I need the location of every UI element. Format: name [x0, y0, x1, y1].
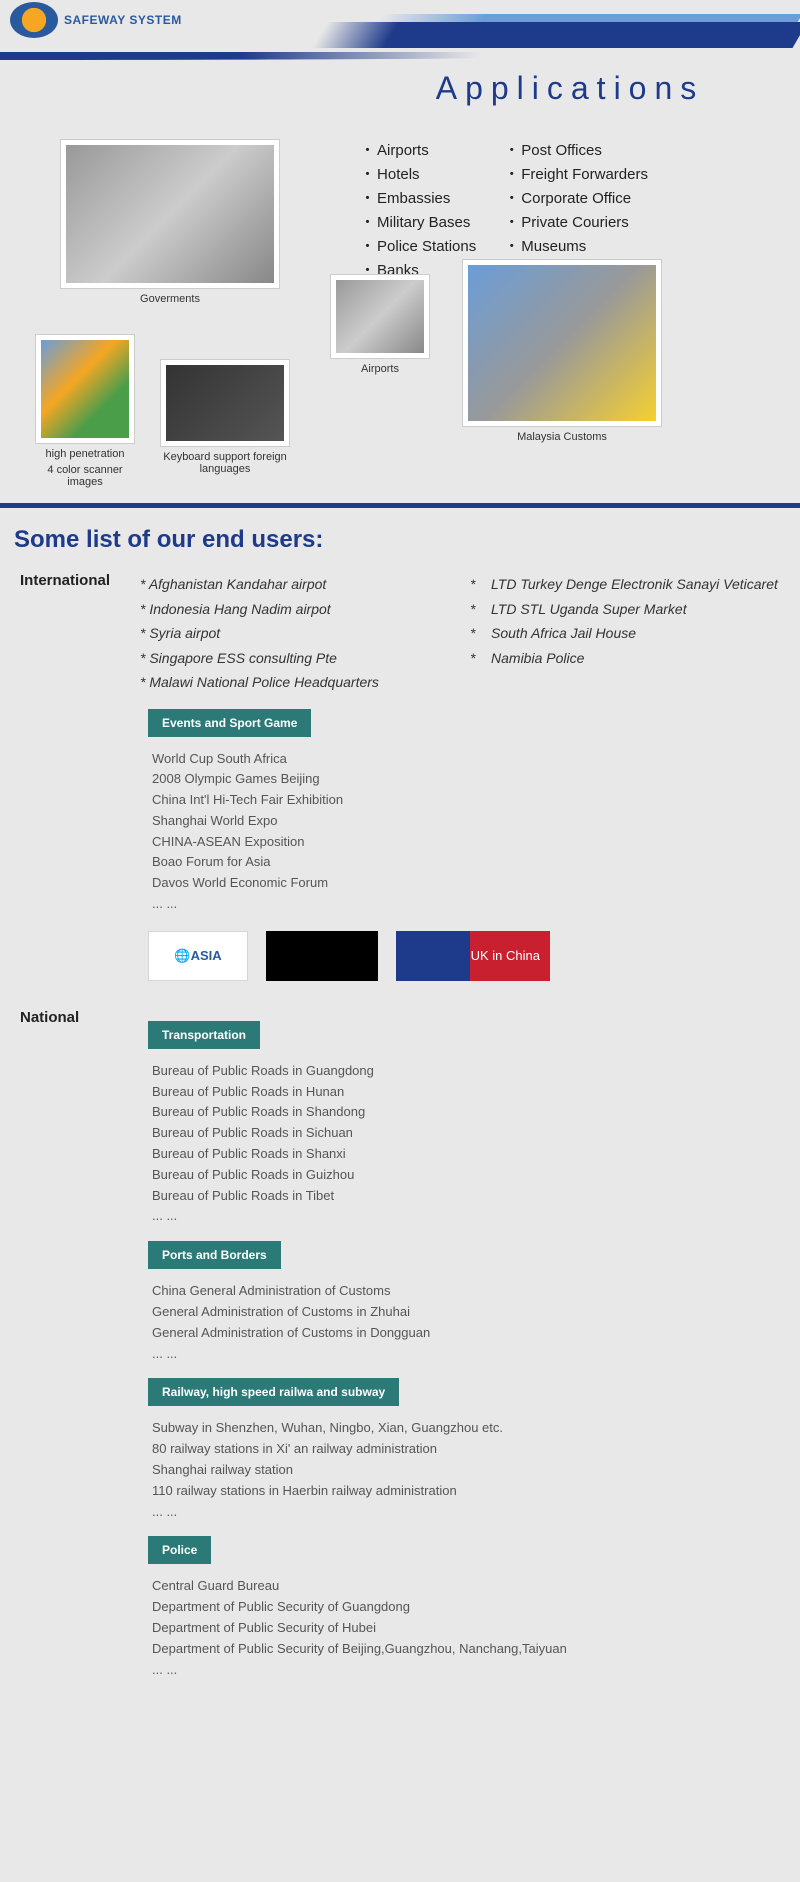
events-tag: Events and Sport Game [148, 709, 311, 737]
list-item: Freight Forwarders [504, 163, 648, 187]
list-item: Central Guard Bureau [152, 1576, 800, 1597]
list-item: Police Stations [360, 235, 476, 259]
national-label: National [20, 1009, 140, 1026]
governments-image [60, 139, 280, 289]
list-item: Shanghai World Expo [152, 811, 800, 832]
list-item: ... ... [152, 1660, 800, 1681]
airports-image-block: Airports [330, 274, 430, 375]
ports-list: China General Administration of CustomsG… [152, 1281, 800, 1364]
list-item: Syria airpot [140, 621, 450, 646]
penetration-image-block: high penetration 4 color scanner images [35, 334, 135, 488]
penetration-caption-1: high penetration [35, 448, 135, 460]
list-item: Department of Public Security of Guangdo… [152, 1597, 800, 1618]
list-item: Bureau of Public Roads in Guizhou [152, 1165, 800, 1186]
list-item: Hotels [360, 163, 476, 187]
logo-asia-text: ASIA [191, 948, 222, 963]
penetration-image [35, 334, 135, 444]
customs-image [462, 259, 662, 427]
list-item: 2008 Olympic Games Beijing [152, 769, 800, 790]
applications-col-1: AirportsHotelsEmbassiesMilitary BasesPol… [360, 139, 476, 283]
list-item: Davos World Economic Forum [152, 873, 800, 894]
penetration-caption-2: 4 color scanner images [35, 464, 135, 488]
list-item: Bureau of Public Roads in Hunan [152, 1082, 800, 1103]
international-label: International [20, 572, 140, 695]
list-item: General Administration of Customs in Don… [152, 1323, 800, 1344]
railway-list: Subway in Shenzhen, Wuhan, Ningbo, Xian,… [152, 1418, 800, 1522]
logo-black [266, 931, 378, 981]
list-item: General Administration of Customs in Zhu… [152, 1302, 800, 1323]
list-item: Subway in Shenzhen, Wuhan, Ningbo, Xian,… [152, 1418, 800, 1439]
list-item: Bureau of Public Roads in Shanxi [152, 1144, 800, 1165]
list-item: ... ... [152, 894, 800, 915]
customs-image-block: Malaysia Customs [462, 259, 662, 443]
list-item: Singapore ESS consulting Pte [140, 646, 450, 671]
list-item: ... ... [152, 1206, 800, 1227]
list-item: Department of Public Security of Beijing… [152, 1639, 800, 1660]
list-item: Shanghai railway station [152, 1460, 800, 1481]
international-lists: Afghanistan Kandahar airpotIndonesia Han… [140, 572, 780, 695]
customs-caption: Malaysia Customs [462, 431, 662, 443]
list-item: Airports [360, 139, 476, 163]
logo-uk: UK in China [396, 931, 550, 981]
list-item: LTD Turkey Denge Electronik Sanayi Vetic… [470, 572, 780, 597]
header-stripe-dark [312, 22, 800, 48]
header-stripe-light [378, 14, 800, 22]
list-item: South Africa Jail House [470, 621, 780, 646]
list-item: ... ... [152, 1344, 800, 1365]
list-item: China General Administration of Customs [152, 1281, 800, 1302]
events-list: World Cup South Africa2008 Olympic Games… [152, 749, 800, 915]
keyboard-image-block: Keyboard support foreign languages [160, 359, 290, 475]
list-item: 80 railway stations in Xi' an railway ad… [152, 1439, 800, 1460]
international-col-1: Afghanistan Kandahar airpotIndonesia Han… [140, 572, 450, 695]
governments-image-block: Goverments [60, 139, 280, 305]
list-item: 110 railway stations in Haerbin railway … [152, 1481, 800, 1502]
railway-tag: Railway, high speed railwa and subway [148, 1378, 399, 1406]
list-item: Bureau of Public Roads in Guangdong [152, 1061, 800, 1082]
globe-icon [10, 2, 58, 38]
list-item: Embassies [360, 187, 476, 211]
ports-tag: Ports and Borders [148, 1241, 281, 1269]
airports-caption: Airports [330, 363, 430, 375]
list-item: Bureau of Public Roads in Shandong [152, 1102, 800, 1123]
list-item: Indonesia Hang Nadim airpot [140, 597, 450, 622]
list-item: ... ... [152, 1502, 800, 1523]
list-item: Bureau of Public Roads in Sichuan [152, 1123, 800, 1144]
applications-title: Applications [340, 70, 800, 107]
list-item: Private Couriers [504, 211, 648, 235]
list-item: Museums [504, 235, 648, 259]
transportation-tag: Transportation [148, 1021, 260, 1049]
list-item: Military Bases [360, 211, 476, 235]
brand-logo: SAFEWAY SYSTEM [10, 2, 182, 38]
national-section: National [0, 1009, 800, 1026]
list-item: Malawi National Police Headquarters [140, 670, 450, 695]
list-item: Namibia Police [470, 646, 780, 671]
partner-logos: 🌐 ASIA UK in China [148, 931, 800, 981]
list-item: China Int'l Hi-Tech Fair Exhibition [152, 790, 800, 811]
international-col-2: LTD Turkey Denge Electronik Sanayi Vetic… [470, 572, 780, 695]
transportation-list: Bureau of Public Roads in GuangdongBurea… [152, 1061, 800, 1227]
police-tag: Police [148, 1536, 211, 1564]
keyboard-image [160, 359, 290, 447]
end-users-title: Some list of our end users: [0, 508, 800, 572]
international-section: International Afghanistan Kandahar airpo… [0, 572, 800, 695]
brand-name: SAFEWAY SYSTEM [64, 13, 182, 27]
header-curve [0, 52, 800, 60]
page-header: SAFEWAY SYSTEM [0, 0, 800, 58]
list-item: Department of Public Security of Hubei [152, 1618, 800, 1639]
list-item: Bureau of Public Roads in Tibet [152, 1186, 800, 1207]
list-item: Corporate Office [504, 187, 648, 211]
logo-asia: 🌐 ASIA [148, 931, 248, 981]
list-item: Post Offices [504, 139, 648, 163]
police-list: Central Guard BureauDepartment of Public… [152, 1576, 800, 1700]
airports-image [330, 274, 430, 359]
list-item: Afghanistan Kandahar airpot [140, 572, 450, 597]
list-item: Boao Forum for Asia [152, 852, 800, 873]
keyboard-caption: Keyboard support foreign languages [160, 451, 290, 475]
applications-section: AirportsHotelsEmbassiesMilitary BasesPol… [0, 119, 800, 499]
governments-caption: Goverments [60, 293, 280, 305]
list-item: LTD STL Uganda Super Market [470, 597, 780, 622]
list-item: World Cup South Africa [152, 749, 800, 770]
list-item: CHINA-ASEAN Exposition [152, 832, 800, 853]
